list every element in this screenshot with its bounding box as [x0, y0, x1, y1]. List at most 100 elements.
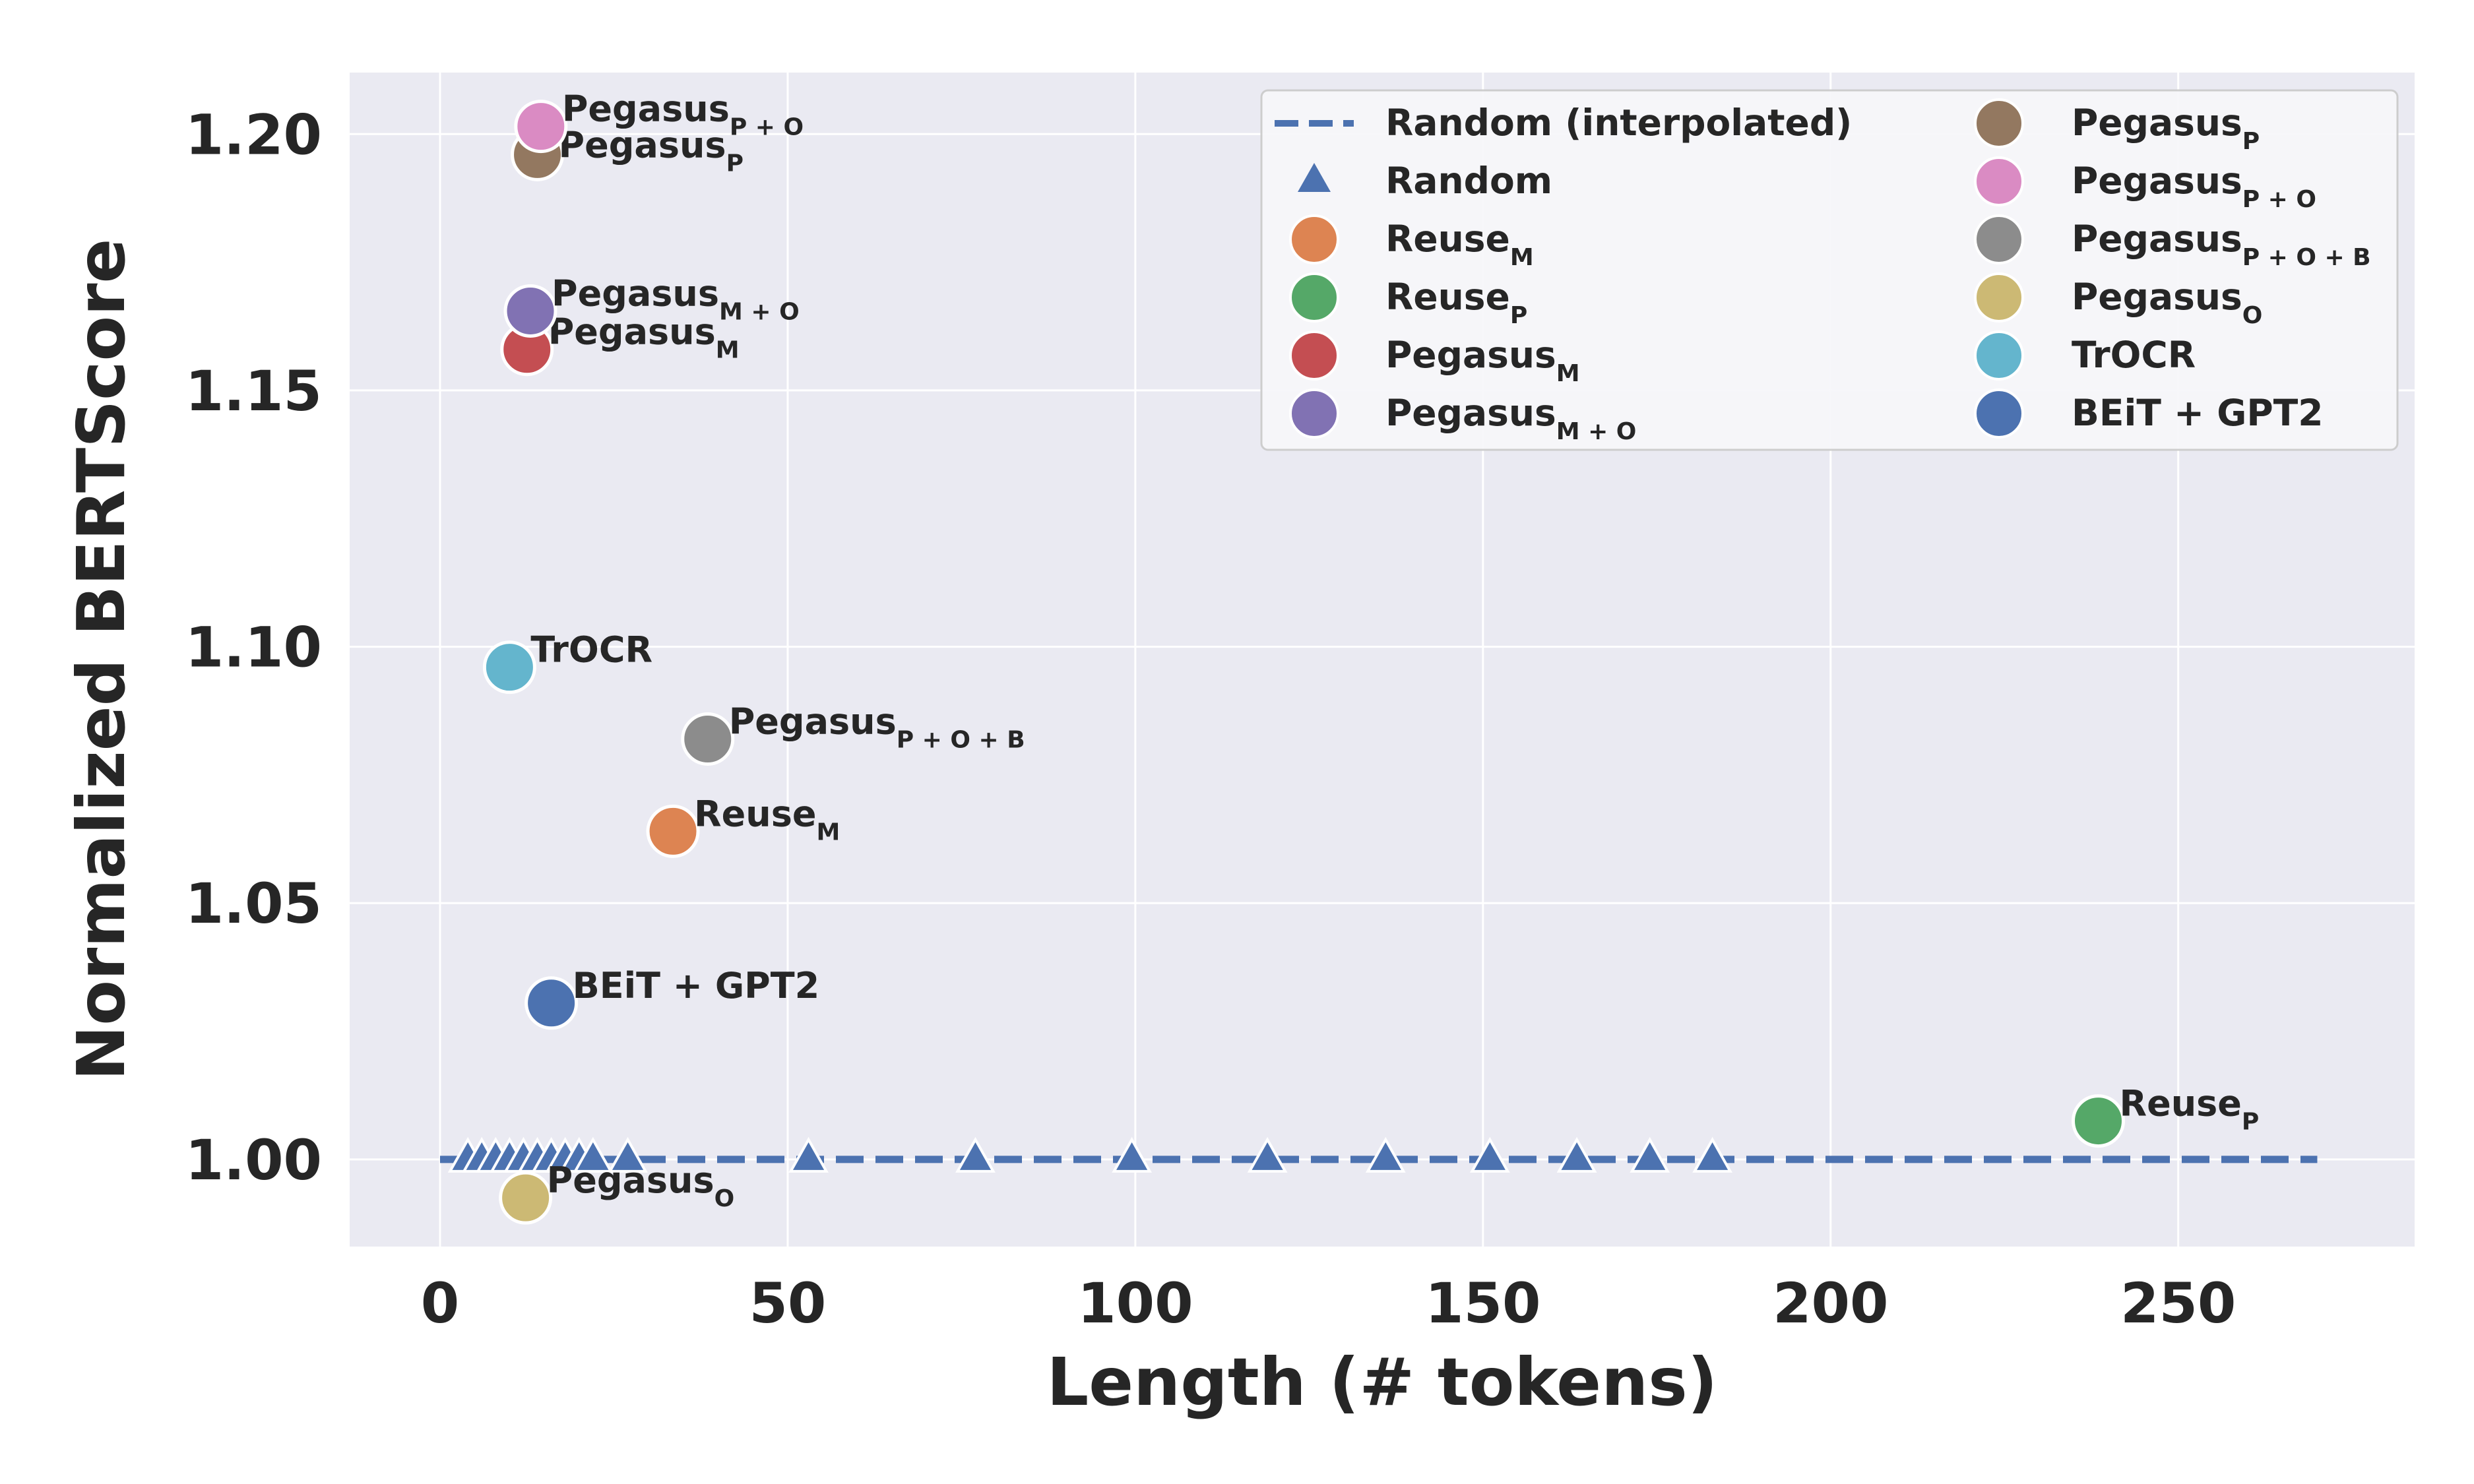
label-subscript: M	[816, 819, 840, 846]
label-name: Pegasus	[2072, 276, 2242, 318]
point-label: TrOCR	[530, 629, 652, 671]
legend-entry-label: BEiT + GPT2	[2072, 392, 2323, 434]
label-subscript: P	[726, 150, 744, 177]
point-label: ReuseP	[2119, 1083, 2259, 1136]
y-tick-label: 1.15	[185, 359, 322, 423]
legend-circle-swatch	[1289, 330, 1339, 381]
label-subscript: P + O	[2242, 186, 2316, 213]
legend-entry-label: PegasusP + O	[2072, 160, 2316, 213]
point-label: BEiT + GPT2	[573, 965, 820, 1006]
y-axis-label: Normalized BERTScore	[63, 239, 140, 1081]
legend-circle-swatch	[1289, 272, 1339, 323]
label-subscript: P + O + B	[897, 726, 1025, 753]
label-name: Random	[1385, 160, 1552, 202]
label-name: TrOCR	[2072, 334, 2196, 376]
label-name: Pegasus	[2072, 218, 2242, 260]
label-subscript: P + O + B	[2242, 244, 2371, 271]
x-tick-label: 50	[749, 1271, 826, 1336]
y-tick-label: 1.20	[185, 102, 322, 167]
y-tick-label: 1.00	[185, 1128, 322, 1192]
x-tick-label: 100	[1077, 1271, 1193, 1336]
legend-circle-swatch	[1974, 388, 2024, 439]
legend-circle-swatch	[1974, 272, 2024, 323]
label-subscript: M	[716, 336, 740, 363]
label-subscript: M	[1510, 244, 1534, 271]
x-axis-label: Length (# tokens)	[1047, 1344, 1718, 1421]
label-name: Pegasus	[559, 124, 726, 166]
label-subscript: P + O	[730, 113, 804, 140]
label-name: Pegasus	[548, 311, 716, 353]
point-label: PegasusP	[559, 124, 744, 177]
label-name: Reuse	[2119, 1083, 2241, 1125]
point-label: PegasusM	[548, 311, 740, 364]
legend-entry-label: ReuseM	[1385, 218, 1534, 271]
point-marker	[646, 804, 700, 858]
point-marker	[2071, 1094, 2125, 1148]
label-name: BEiT + GPT2	[2072, 392, 2323, 434]
point-label: PegasusP + O	[562, 88, 804, 141]
label-name: Reuse	[1385, 218, 1510, 260]
label-name: Pegasus	[1385, 334, 1556, 376]
random-triangle-marker	[608, 1136, 648, 1173]
point-marker	[524, 976, 579, 1030]
label-name: Pegasus	[552, 272, 719, 314]
y-tick-label: 1.10	[185, 615, 322, 680]
label-name: Pegasus	[729, 700, 897, 742]
random-triangle-marker	[1247, 1136, 1288, 1173]
legend: Random (interpolated)RandomReuseMReusePP…	[1260, 89, 2399, 451]
label-subscript: M + O	[719, 298, 800, 325]
label-name: Pegasus	[1385, 392, 1556, 434]
legend-circle-swatch	[1974, 214, 2024, 264]
label-subscript: O	[714, 1185, 735, 1212]
label-subscript: P	[1510, 302, 1527, 329]
point-marker	[514, 100, 568, 154]
label-subscript: O	[2242, 302, 2263, 329]
point-marker	[681, 712, 735, 766]
x-tick-label: 250	[2120, 1271, 2236, 1336]
point-marker	[499, 1171, 553, 1225]
legend-entry-label: PegasusP + O + B	[2072, 218, 2371, 271]
random-triangle-marker	[788, 1136, 829, 1173]
label-name: BEiT + GPT2	[573, 965, 820, 1006]
point-label: ReuseM	[694, 793, 840, 846]
legend-triangle-swatch	[1298, 163, 1331, 192]
x-tick-label: 150	[1425, 1271, 1540, 1336]
label-name: Reuse	[694, 793, 816, 834]
y-tick-label: 1.05	[185, 871, 322, 936]
label-name: TrOCR	[530, 629, 652, 671]
random-triangle-marker	[1556, 1136, 1597, 1173]
legend-entry-label: PegasusO	[2072, 276, 2262, 329]
legend-box	[1260, 89, 2399, 451]
x-tick-label: 0	[421, 1271, 459, 1336]
label-name: Random (interpolated)	[1385, 102, 1852, 144]
label-name: Pegasus	[562, 88, 730, 130]
random-series	[440, 1136, 2318, 1173]
label-name: Pegasus	[2072, 160, 2242, 202]
label-name: Pegasus	[547, 1159, 714, 1201]
legend-entry-label: ReuseP	[1385, 276, 1527, 329]
label-name: Reuse	[1385, 276, 1510, 318]
legend-entry-label: Random	[1385, 160, 1552, 202]
label-name: Pegasus	[2072, 102, 2242, 144]
random-triangle-marker	[573, 1136, 614, 1173]
legend-circle-swatch	[1289, 214, 1339, 264]
legend-entry-label: PegasusM	[1385, 334, 1580, 387]
point-marker	[482, 640, 536, 695]
label-subscript: P	[2242, 1108, 2259, 1135]
point-label: PegasusO	[547, 1159, 735, 1212]
legend-entry-label: PegasusM + O	[1385, 392, 1636, 445]
point-label: PegasusM + O	[552, 272, 800, 325]
label-subscript: P	[2242, 128, 2260, 155]
legend-entry-label: TrOCR	[2072, 334, 2196, 376]
x-tick-labels: 0 50 100 150 200 250	[421, 1271, 2236, 1336]
legend-entry-label: PegasusP	[2072, 102, 2260, 155]
random-triangle-marker	[1112, 1136, 1153, 1173]
legend-circle-swatch	[1974, 156, 2024, 206]
legend-circle-swatch	[1974, 98, 2024, 148]
y-tick-labels: 1.00 1.05 1.10 1.15 1.20	[185, 102, 322, 1192]
label-subscript: M + O	[1556, 418, 1637, 445]
random-triangle-marker	[955, 1136, 996, 1173]
point-label: PegasusP + O + B	[729, 700, 1025, 753]
